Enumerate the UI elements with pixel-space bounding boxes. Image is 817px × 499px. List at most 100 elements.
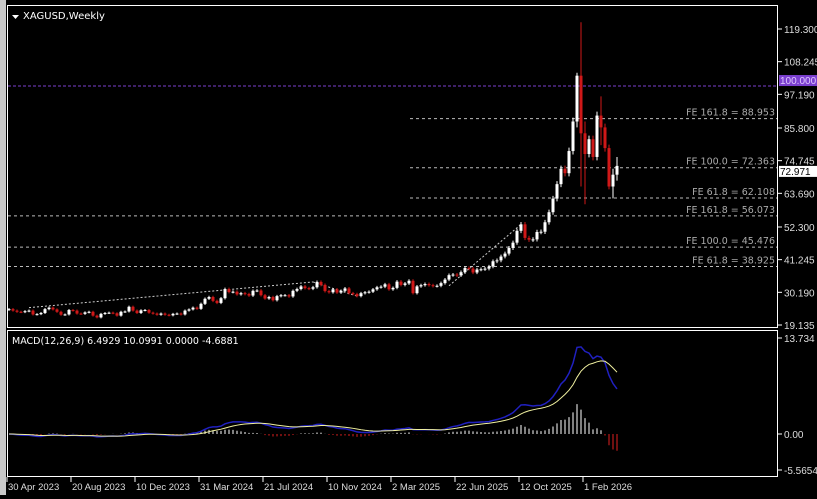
candle-body xyxy=(243,293,247,295)
fe-level-label: FE 161.8 = 56.073 xyxy=(686,205,775,216)
candle xyxy=(47,306,51,311)
candle-body xyxy=(271,297,275,301)
candle-body xyxy=(295,289,299,291)
candle-body xyxy=(95,315,99,318)
candle xyxy=(71,308,75,312)
candle-body xyxy=(131,306,135,311)
time-tick-label: 22 Jun 2025 xyxy=(456,482,508,493)
candle-body xyxy=(27,310,31,312)
macd-pane-border xyxy=(7,330,778,477)
candle xyxy=(411,279,415,295)
candle-body xyxy=(223,289,227,299)
fe-level-label: FE 61.8 = 38.925 xyxy=(692,256,775,267)
candle xyxy=(583,121,587,205)
candle-body xyxy=(231,291,235,293)
candle xyxy=(491,259,495,269)
candle-body xyxy=(555,184,559,199)
candle-body xyxy=(299,286,303,290)
candle-body xyxy=(107,312,111,314)
time-tick-label: 31 Mar 2024 xyxy=(200,482,253,493)
candle-body xyxy=(355,294,359,297)
candle xyxy=(203,297,207,305)
candle-body xyxy=(263,295,267,299)
candle xyxy=(267,295,271,300)
candle xyxy=(183,309,187,316)
candle xyxy=(63,313,67,316)
candle-body xyxy=(471,268,475,273)
candle-body xyxy=(183,310,187,315)
candle xyxy=(295,287,299,293)
candle xyxy=(371,287,375,294)
candle xyxy=(303,284,307,290)
candle xyxy=(351,291,355,296)
fibonacci-trendlines xyxy=(28,223,522,309)
candle-body xyxy=(395,281,399,288)
candle-body xyxy=(543,222,547,232)
candle xyxy=(487,264,491,271)
candle xyxy=(175,312,179,315)
candle-body xyxy=(575,75,579,122)
candle xyxy=(55,308,59,313)
candle xyxy=(147,308,151,314)
candle xyxy=(263,293,267,300)
candle xyxy=(571,117,575,155)
candle-body xyxy=(599,115,603,128)
candle xyxy=(119,310,123,317)
candle xyxy=(31,309,35,316)
candle xyxy=(299,284,303,291)
candle-body xyxy=(111,312,115,314)
time-tick-label: 21 Jul 2024 xyxy=(264,482,313,493)
price-tick-label: 85.800 xyxy=(784,124,815,135)
collapse-triangle-icon[interactable] xyxy=(12,15,19,19)
candle xyxy=(123,310,127,313)
candle-body xyxy=(239,293,243,295)
candle xyxy=(503,251,507,259)
candle xyxy=(355,292,359,298)
candle xyxy=(159,312,163,316)
candle xyxy=(51,306,55,311)
candle xyxy=(323,283,327,293)
candle-body xyxy=(171,313,175,316)
candle-body xyxy=(79,313,83,315)
fe-trendline[interactable] xyxy=(28,281,314,309)
macd-signal-line xyxy=(8,360,618,437)
macd-axis: 13.734 0.00 -5.5654 xyxy=(778,334,817,477)
candle-body xyxy=(15,310,19,312)
candle xyxy=(155,312,159,316)
candlesticks xyxy=(7,22,619,319)
candle-body xyxy=(535,232,539,240)
candle xyxy=(163,312,167,316)
candle xyxy=(379,285,383,289)
candle-body xyxy=(215,300,219,303)
candle xyxy=(75,309,79,315)
candle xyxy=(7,308,11,311)
candle-body xyxy=(163,313,167,315)
candle-body xyxy=(99,313,103,318)
candle xyxy=(151,311,155,315)
candle xyxy=(235,290,239,296)
price-tick-label: 119.300 xyxy=(784,25,817,36)
candle-body xyxy=(235,291,239,295)
candle-body xyxy=(415,286,419,294)
candle xyxy=(547,209,551,225)
candle-body xyxy=(371,289,375,292)
candle xyxy=(603,123,607,152)
candle-body xyxy=(519,224,523,231)
time-tick-label: 1 Feb 2026 xyxy=(584,482,632,493)
candle-body xyxy=(307,288,311,290)
candle xyxy=(35,313,39,316)
candle xyxy=(567,147,571,177)
candle-body xyxy=(515,230,519,243)
candle xyxy=(319,280,323,287)
candle xyxy=(259,289,263,297)
candle xyxy=(243,291,247,296)
candle xyxy=(79,312,83,315)
candle-body xyxy=(159,313,163,315)
candle-body xyxy=(199,303,203,309)
candle xyxy=(387,282,391,291)
candle xyxy=(211,295,215,303)
candle xyxy=(515,228,519,245)
candle xyxy=(139,309,143,315)
time-tick-label: 10 Nov 2024 xyxy=(328,482,382,493)
